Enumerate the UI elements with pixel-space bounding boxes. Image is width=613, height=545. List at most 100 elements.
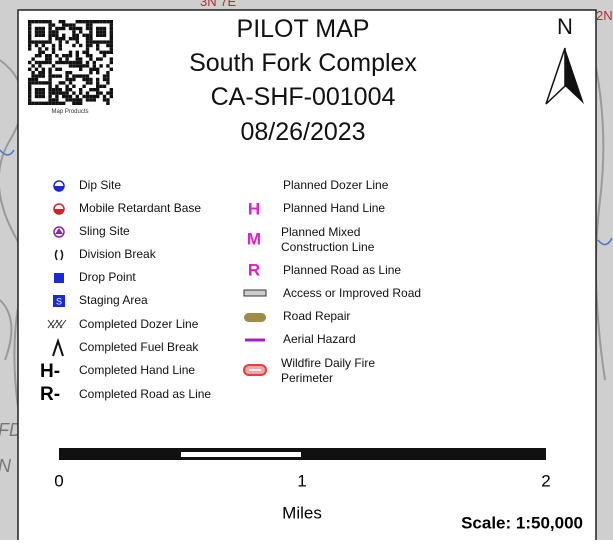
qr-module [55, 30, 58, 33]
qr-module [72, 44, 75, 47]
qr-module [99, 57, 102, 60]
qr-module [28, 20, 31, 23]
qr-module [89, 23, 92, 26]
qr-module [28, 88, 31, 91]
qr-module [103, 98, 106, 101]
qr-module [59, 74, 62, 77]
qr-module [93, 98, 96, 101]
qr-module [35, 102, 38, 105]
qr-module [28, 47, 31, 50]
qr-module [38, 74, 41, 77]
qr-module [82, 34, 85, 37]
qr-module [82, 51, 85, 54]
qr-module [28, 40, 31, 43]
qr-module [82, 20, 85, 23]
qr-module [79, 20, 82, 23]
qr-module [106, 44, 109, 47]
staging-area-icon: S [56, 296, 62, 306]
qr-module [86, 64, 89, 67]
legend-label: Drop Point [79, 270, 136, 284]
qr-module [86, 95, 89, 98]
qr-module [96, 85, 99, 88]
qr-module [31, 102, 34, 105]
qr-module [93, 88, 96, 91]
qr-module [89, 37, 92, 40]
qr-module [89, 78, 92, 81]
qr-module [55, 68, 58, 71]
qr-module [55, 54, 58, 57]
qr-module [48, 61, 51, 64]
qr-module [103, 74, 106, 77]
qr-module [42, 40, 45, 43]
qr-module [48, 40, 51, 43]
qr-module [89, 44, 92, 47]
qr-module [72, 64, 75, 67]
qr-module [55, 88, 58, 91]
qr-module [103, 95, 106, 98]
qr-module [79, 74, 82, 77]
legend-label: Aerial Hazard [283, 332, 356, 346]
qr-module [86, 74, 89, 77]
qr-module [59, 57, 62, 60]
qr-module [72, 91, 75, 94]
qr-module [28, 98, 31, 101]
qr-module [96, 88, 99, 91]
qr-module [48, 30, 51, 33]
qr-module [82, 64, 85, 67]
qr-module [96, 95, 99, 98]
qr-module [38, 64, 41, 67]
qr-module [45, 57, 48, 60]
qr-module [96, 30, 99, 33]
qr-module [110, 44, 113, 47]
qr-module [62, 81, 65, 84]
qr-module [65, 85, 68, 88]
scale-bar [181, 452, 301, 457]
qr-module [93, 68, 96, 71]
qr-module [38, 30, 41, 33]
qr-module [42, 74, 45, 77]
qr-module [89, 68, 92, 71]
legend-label: Road Repair [283, 309, 350, 323]
qr-module [96, 34, 99, 37]
qr-module [69, 64, 72, 67]
qr-module [103, 78, 106, 81]
qr-module [35, 54, 38, 57]
qr-module [76, 34, 79, 37]
legend-label: Planned Dozer Line [283, 178, 389, 192]
qr-module [35, 81, 38, 84]
qr-module [79, 64, 82, 67]
qr-module [76, 102, 79, 105]
qr-module [72, 61, 75, 64]
qr-module [38, 27, 41, 30]
qr-module [69, 88, 72, 91]
qr-module [72, 27, 75, 30]
qr-caption: Map Products [51, 109, 88, 115]
qr-module [82, 74, 85, 77]
qr-module [106, 78, 109, 81]
qr-module [69, 54, 72, 57]
qr-module [59, 37, 62, 40]
qr-module [28, 91, 31, 94]
qr-module [103, 30, 106, 33]
qr-module [45, 102, 48, 105]
qr-module [89, 40, 92, 43]
legend-label: Completed Fuel Break [79, 340, 199, 354]
qr-module [99, 91, 102, 94]
qr-module [52, 47, 55, 50]
qr-module [72, 102, 75, 105]
legend-label: Sling Site [79, 224, 130, 238]
qr-module [69, 51, 72, 54]
map-legend: 3N 7E 2N FD N Map Products N PILOT MAP S… [0, 0, 613, 540]
qr-module [96, 68, 99, 71]
qr-module [42, 30, 45, 33]
qr-module [86, 54, 89, 57]
scale-unit: Miles [282, 503, 322, 522]
qr-module [86, 81, 89, 84]
qr-module [38, 34, 41, 37]
qr-module [79, 102, 82, 105]
qr-module [28, 27, 31, 30]
qr-module [35, 95, 38, 98]
qr-module [65, 40, 68, 43]
qr-module [52, 51, 55, 54]
page: 3N 7E 2N FD N Map Products N PILOT MAP S… [0, 0, 613, 540]
